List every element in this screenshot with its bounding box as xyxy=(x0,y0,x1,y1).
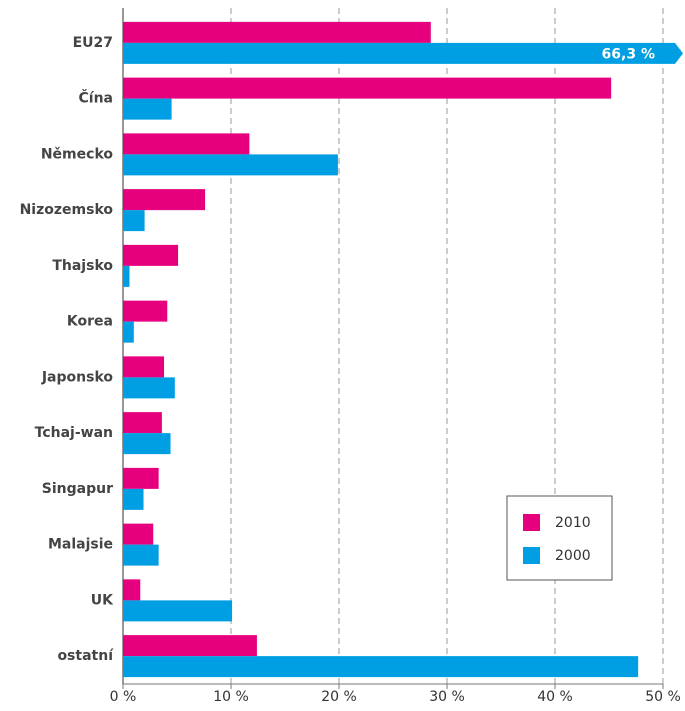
x-tick-label: 40 % xyxy=(537,689,573,705)
y-tick-label: Thajsko xyxy=(52,258,113,274)
legend-swatch xyxy=(523,514,540,531)
bar xyxy=(123,244,179,266)
y-tick-label: ostatní xyxy=(57,648,114,664)
legend-box xyxy=(506,495,613,581)
x-tick-label: 30 % xyxy=(429,689,465,705)
y-tick-label: Japonsko xyxy=(41,369,114,385)
bar xyxy=(123,265,130,287)
x-tick-label: 20 % xyxy=(321,689,357,705)
y-tick-label: Singapur xyxy=(42,481,113,497)
y-tick-label: Malajsie xyxy=(48,537,113,553)
y-tick-label: Korea xyxy=(67,314,113,330)
bar xyxy=(123,433,171,455)
bar xyxy=(123,189,206,211)
y-tick-label: Čína xyxy=(79,89,114,107)
bar xyxy=(123,488,144,510)
y-tick-label: Nizozemsko xyxy=(20,202,114,218)
bar xyxy=(123,98,172,120)
legend-label: 2000 xyxy=(555,548,591,564)
y-tick-label: UK xyxy=(91,592,114,608)
bar xyxy=(123,377,175,399)
y-tick-label: EU27 xyxy=(73,35,113,51)
bar xyxy=(123,356,165,378)
bar xyxy=(123,600,233,622)
bar xyxy=(123,544,159,566)
y-tick-label: Tchaj-wan xyxy=(35,425,113,441)
bar xyxy=(123,210,145,232)
bar xyxy=(123,412,162,434)
bar xyxy=(123,579,141,601)
bar xyxy=(123,133,250,155)
value-label: 66,3 % xyxy=(602,46,655,62)
bar xyxy=(123,635,257,657)
y-tick-label: Německo xyxy=(41,146,114,162)
bar xyxy=(123,656,639,678)
bar xyxy=(123,154,338,176)
legend-label: 2010 xyxy=(555,515,591,531)
bar xyxy=(123,77,612,99)
x-tick-label: 50 % xyxy=(645,689,681,705)
bar xyxy=(123,21,431,43)
legend-swatch xyxy=(523,547,540,564)
bar xyxy=(123,523,154,545)
bar xyxy=(123,300,168,322)
x-tick-label: 10 % xyxy=(213,689,249,705)
bar xyxy=(123,42,683,64)
bar xyxy=(123,467,159,489)
bar xyxy=(123,321,134,343)
x-tick-label: 0 % xyxy=(110,689,137,705)
